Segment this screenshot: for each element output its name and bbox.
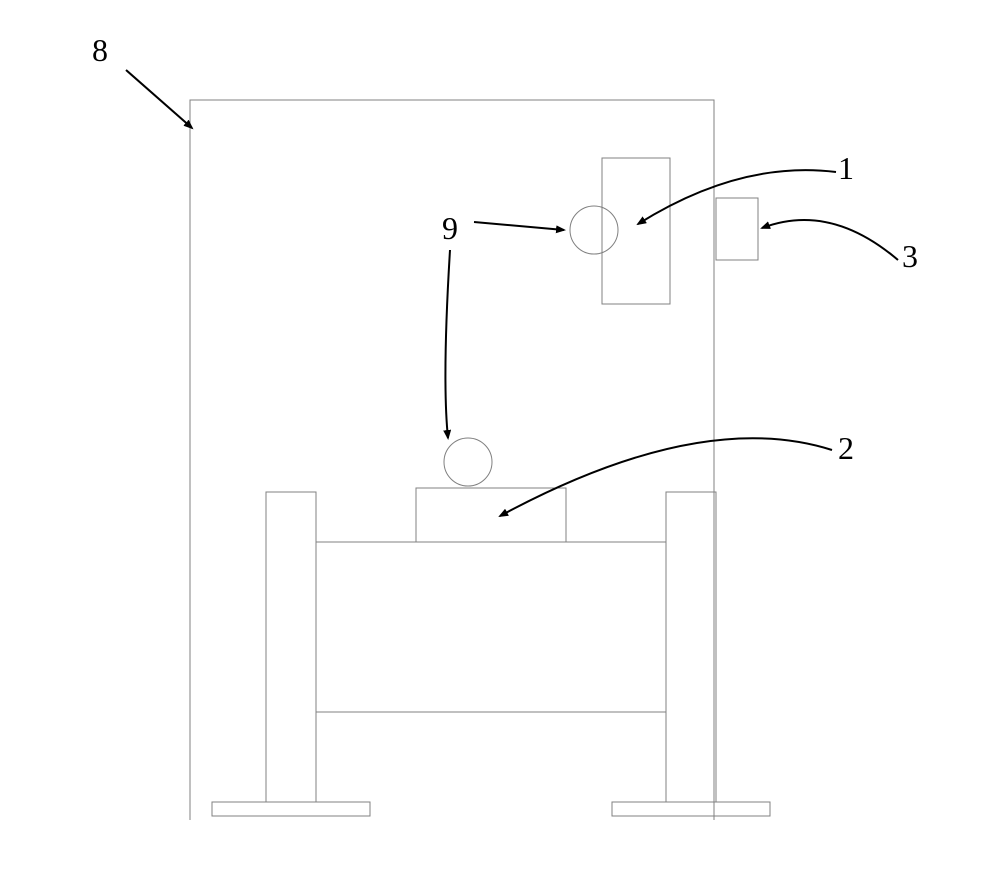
left-pillar xyxy=(266,492,316,802)
platform-body xyxy=(316,542,666,712)
left-base xyxy=(212,802,370,816)
callout-label-9: 9 xyxy=(442,210,458,247)
callout-arrow-1 xyxy=(638,170,836,224)
callout-label-3: 3 xyxy=(902,238,918,275)
schematic-diagram: 8 1 3 9 2 xyxy=(0,0,1000,879)
lower-circle xyxy=(444,438,492,486)
platform-top xyxy=(416,488,566,542)
callout-label-8: 8 xyxy=(92,32,108,69)
right-base xyxy=(612,802,770,816)
upper-small-rect xyxy=(602,158,670,304)
callout-label-1: 1 xyxy=(838,150,854,187)
callout-arrow-9-a xyxy=(474,222,564,230)
outer-small-rect xyxy=(716,198,758,260)
upper-circle xyxy=(570,206,618,254)
callout-arrow-9-b xyxy=(445,250,450,438)
callout-label-2: 2 xyxy=(838,430,854,467)
callout-arrow-8 xyxy=(126,70,192,128)
callout-arrow-3 xyxy=(762,220,898,260)
right-pillar xyxy=(666,492,716,802)
